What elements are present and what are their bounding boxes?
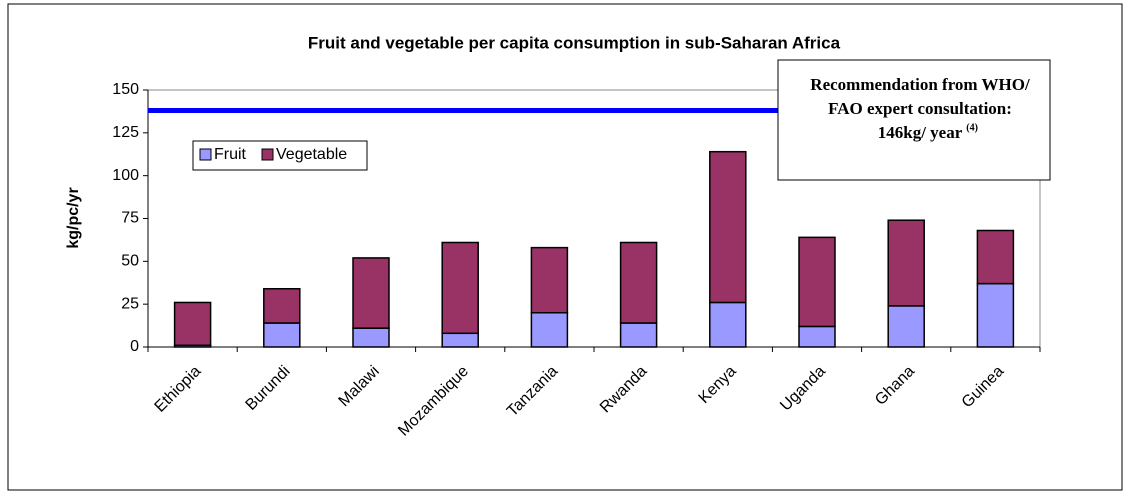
bar-segment: [352, 257, 390, 329]
y-tick-label: 150: [112, 81, 139, 98]
bar-segment: [887, 219, 925, 307]
y-tick-label: 125: [112, 124, 139, 141]
annotation-superscript: (4): [966, 122, 978, 133]
bar-segment: [798, 325, 836, 348]
bar-segment: [887, 305, 925, 348]
annotation-line: FAO expert consultation:: [828, 99, 1012, 118]
bar-segment: [263, 322, 301, 348]
bar-segment: [619, 241, 658, 324]
annotation-line: Recommendation from WHO/: [810, 75, 1030, 94]
bar-segment: [976, 282, 1015, 348]
y-tick-label: 100: [112, 167, 139, 184]
annotation-line: 146kg/ year: [878, 123, 963, 142]
bar-segment: [441, 241, 479, 335]
y-tick-label: 75: [121, 210, 139, 227]
bar-segment: [530, 246, 569, 314]
bar-segment: [709, 150, 747, 304]
bar-segment: [530, 311, 569, 348]
legend: [192, 140, 368, 171]
bar-segment: [173, 301, 212, 347]
annotation-box: [777, 59, 1051, 181]
bar-segment: [441, 332, 479, 348]
bar-segment: [263, 287, 301, 324]
legend-swatch: [199, 148, 212, 161]
y-axis-label: kg/pc/yr: [65, 187, 82, 248]
bar-segment: [709, 301, 747, 348]
bar-segment: [798, 236, 836, 328]
legend-swatch: [261, 148, 274, 161]
y-tick-label: 50: [121, 253, 139, 270]
chart-title: Fruit and vegetable per capita consumpti…: [308, 33, 841, 52]
legend-label: Fruit: [214, 146, 247, 163]
legend-label: Vegetable: [276, 146, 347, 163]
y-tick-label: 25: [121, 295, 139, 312]
bar-segment: [976, 229, 1015, 285]
bar-segment: [619, 322, 658, 348]
bar-segment: [352, 327, 390, 348]
y-tick-label: 0: [130, 338, 139, 355]
